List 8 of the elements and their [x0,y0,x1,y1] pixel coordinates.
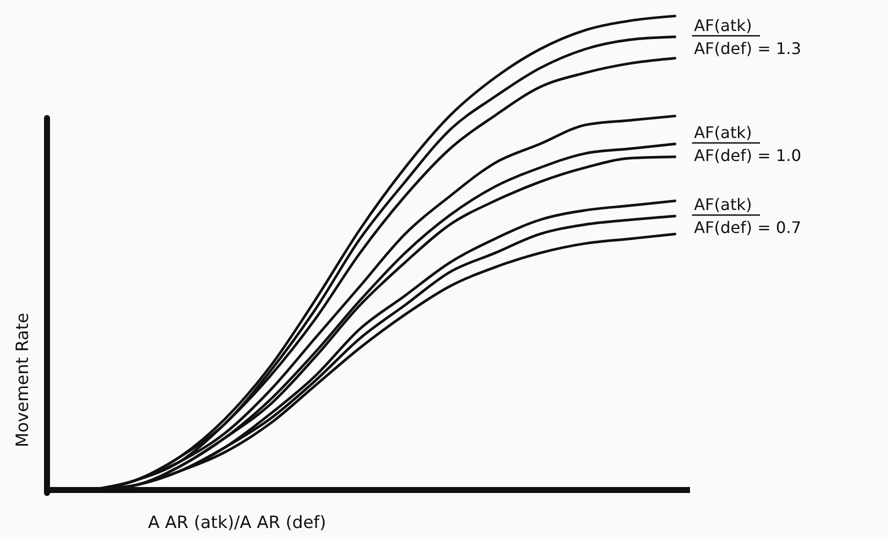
text: AF(atk) [694,122,752,142]
x-axis-title: A AR (atk)/A AR (def) [148,513,326,533]
text: AF(def) = 0.7 [694,218,802,238]
text: AF(atk) [694,16,752,35]
text: AF(def) = 1.3 [694,38,802,58]
text: AF(atk) [694,195,752,214]
y-axis-title: Movement Rate [13,312,33,448]
text: AF(def) = 1.0 [694,146,802,165]
